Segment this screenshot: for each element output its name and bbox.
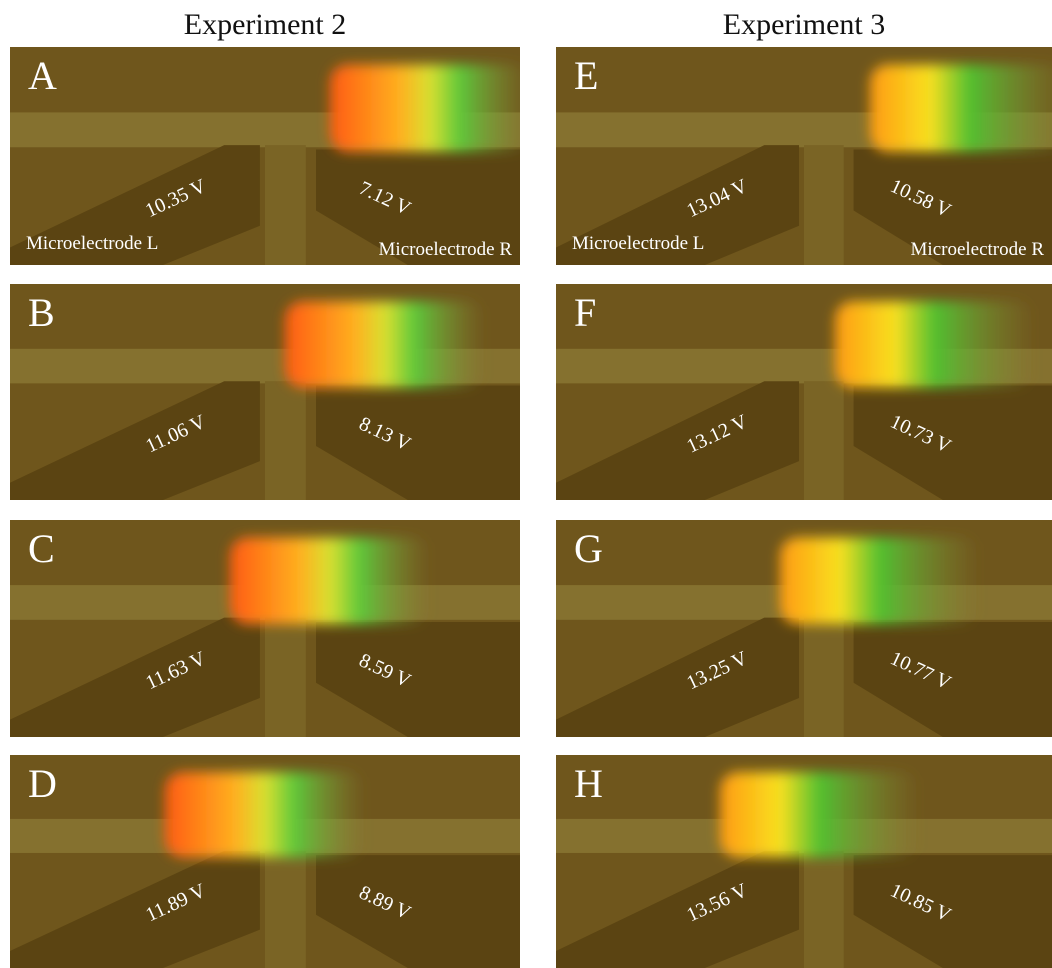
fluorescence	[330, 64, 520, 151]
panel-letter: D	[28, 761, 57, 806]
channel	[265, 851, 306, 968]
channel	[265, 145, 306, 265]
panel-letter: C	[28, 526, 55, 571]
channel	[804, 618, 844, 737]
fluorescence	[870, 64, 1052, 151]
fluorescence	[230, 537, 430, 624]
panel-letter: E	[574, 53, 598, 98]
electrode-label: Microelectrode R	[911, 239, 1045, 260]
fluorescence	[835, 301, 1035, 387]
panel-letter: B	[28, 290, 55, 335]
electrode-label: Microelectrode R	[379, 239, 513, 260]
fluorescence	[285, 301, 485, 387]
fluorescence	[720, 772, 920, 857]
channel	[265, 381, 306, 500]
column-title: Experiment 2	[10, 8, 520, 42]
fluorescence	[780, 537, 980, 624]
column-title: Experiment 3	[556, 8, 1052, 42]
electrode-label: Microelectrode L	[572, 233, 704, 254]
panel-letter: G	[574, 526, 603, 571]
panel-letter: F	[574, 290, 596, 335]
electrode-label: Microelectrode L	[26, 233, 158, 254]
panel-letter: A	[28, 53, 57, 98]
channel	[804, 381, 844, 500]
channel	[804, 851, 844, 968]
figure: Experiment 2 Experiment 3 (() => { const…	[0, 0, 1052, 968]
panel-letter: H	[574, 761, 603, 806]
channel	[265, 618, 306, 737]
fluorescence	[165, 772, 365, 857]
channel	[804, 145, 844, 265]
